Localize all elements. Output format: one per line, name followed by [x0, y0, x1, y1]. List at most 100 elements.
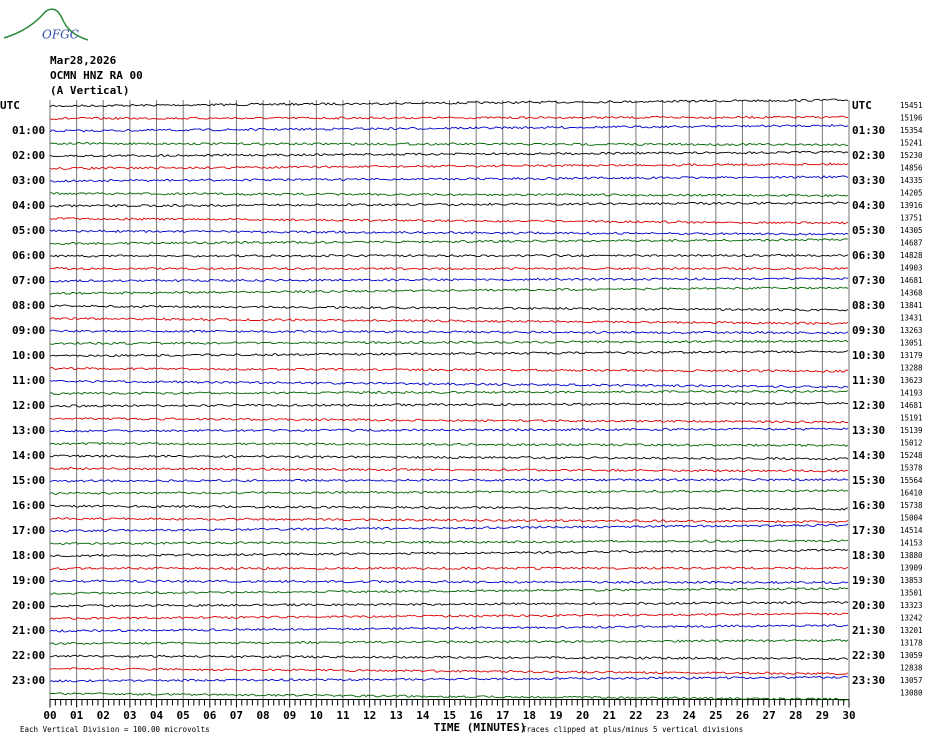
- trace: [49, 586, 849, 595]
- x-tick-label: 14: [416, 709, 430, 722]
- trace: [49, 266, 849, 271]
- count-label: 15241: [900, 139, 923, 148]
- count-label: 15564: [900, 476, 923, 485]
- count-label: 12838: [900, 664, 923, 673]
- trace: [49, 489, 849, 496]
- left-time-label: 10:00: [12, 349, 45, 362]
- trace: [49, 150, 849, 158]
- station: OCMN HNZ RA 00: [50, 69, 143, 82]
- right-time-label: 01:30: [852, 124, 885, 137]
- trace: [49, 329, 849, 335]
- right-time-label: 16:30: [852, 499, 885, 512]
- trace: [49, 98, 849, 108]
- right-time-label: 05:30: [852, 224, 885, 237]
- left-time-label: 14:00: [12, 449, 45, 462]
- x-tick-label: 01: [70, 709, 84, 722]
- count-label: 14687: [900, 239, 923, 248]
- trace: [49, 304, 849, 312]
- x-tick-label: 06: [203, 709, 217, 722]
- trace: [49, 504, 849, 511]
- count-label: 16410: [900, 489, 923, 498]
- count-label: 13323: [900, 601, 923, 610]
- trace: [50, 192, 849, 198]
- trace: [49, 141, 849, 147]
- count-label: 15196: [900, 114, 923, 123]
- x-tick-label: 19: [549, 709, 562, 722]
- x-tick-label: 26: [736, 709, 750, 722]
- count-label: 15004: [900, 514, 923, 523]
- trace: [49, 162, 849, 170]
- right-time-label: 18:30: [852, 549, 885, 562]
- right-time-label: 22:30: [852, 649, 885, 662]
- trace: [49, 339, 849, 345]
- count-label: 14903: [900, 264, 923, 273]
- count-label: 14193: [900, 389, 923, 398]
- count-label: 13853: [900, 576, 923, 585]
- left-time-label: 11:00: [12, 374, 45, 387]
- trace: [49, 427, 849, 433]
- trace: [49, 667, 849, 676]
- right-time-label: 08:30: [852, 299, 885, 312]
- right-time-label: 14:30: [852, 449, 885, 462]
- left-time-label: 09:00: [12, 324, 45, 337]
- x-tick-label: 13: [390, 709, 403, 722]
- count-label: 13751: [900, 214, 923, 223]
- count-label: 13880: [900, 551, 923, 560]
- trace: [49, 675, 849, 683]
- left-time-label: 02:00: [12, 149, 45, 162]
- x-tick-label: 10: [310, 709, 323, 722]
- x-tick-label: 05: [177, 709, 190, 722]
- trace: [49, 238, 849, 246]
- count-label: 15139: [900, 426, 923, 435]
- right-time-label: 04:30: [852, 199, 885, 212]
- count-label: 14681: [900, 276, 923, 285]
- left-time-label: 03:00: [12, 174, 45, 187]
- footer-right: Traces clipped at plus/minus 5 vertical …: [522, 725, 743, 734]
- date: Mar28,2026: [50, 54, 117, 67]
- count-label: 13623: [900, 376, 923, 385]
- x-tick-label: 07: [230, 709, 243, 722]
- trace: [49, 217, 849, 225]
- count-label: 13242: [900, 614, 923, 623]
- right-time-label: 10:30: [852, 349, 885, 362]
- right-time-label: 02:30: [852, 149, 885, 162]
- x-tick-label: 08: [256, 709, 269, 722]
- count-label: 13201: [900, 626, 923, 635]
- trace: [49, 366, 849, 373]
- left-time-label: 22:00: [12, 649, 45, 662]
- trace: [49, 579, 849, 585]
- count-label: 13059: [900, 651, 923, 660]
- trace: [49, 379, 849, 389]
- trace: [50, 692, 849, 701]
- count-label: 13080: [900, 689, 923, 698]
- left-time-label: 16:00: [12, 499, 45, 512]
- x-tick-label: 29: [816, 709, 829, 722]
- x-tick-label: 02: [97, 709, 110, 722]
- x-tick-label: 04: [150, 709, 164, 722]
- x-tick-label: 12: [363, 709, 376, 722]
- count-label: 15354: [900, 126, 923, 135]
- left-time-label: 12:00: [12, 399, 45, 412]
- count-label: 15378: [900, 464, 923, 473]
- left-time-label: 07:00: [12, 274, 45, 287]
- count-label: 13263: [900, 326, 923, 335]
- count-label: 13916: [900, 201, 923, 210]
- x-tick-label: 17: [496, 709, 509, 722]
- x-tick-label: 23: [656, 709, 669, 722]
- count-label: 14514: [900, 526, 923, 535]
- count-label: 13179: [900, 351, 923, 360]
- trace: [49, 466, 849, 473]
- right-time-label: 19:30: [852, 574, 885, 587]
- x-tick-label: 30: [842, 709, 855, 722]
- count-label: 14828: [900, 251, 923, 260]
- right-time-label: 09:30: [852, 324, 885, 337]
- footer-left: Each Vertical Division = 100.00 microvol…: [20, 725, 210, 734]
- trace: [49, 229, 849, 236]
- left-time-label: UTC: [0, 99, 20, 112]
- x-tick-label: 09: [283, 709, 296, 722]
- trace: [49, 253, 849, 258]
- left-time-label: 13:00: [12, 424, 45, 437]
- x-tick-label: 20: [576, 709, 589, 722]
- trace: [49, 539, 849, 545]
